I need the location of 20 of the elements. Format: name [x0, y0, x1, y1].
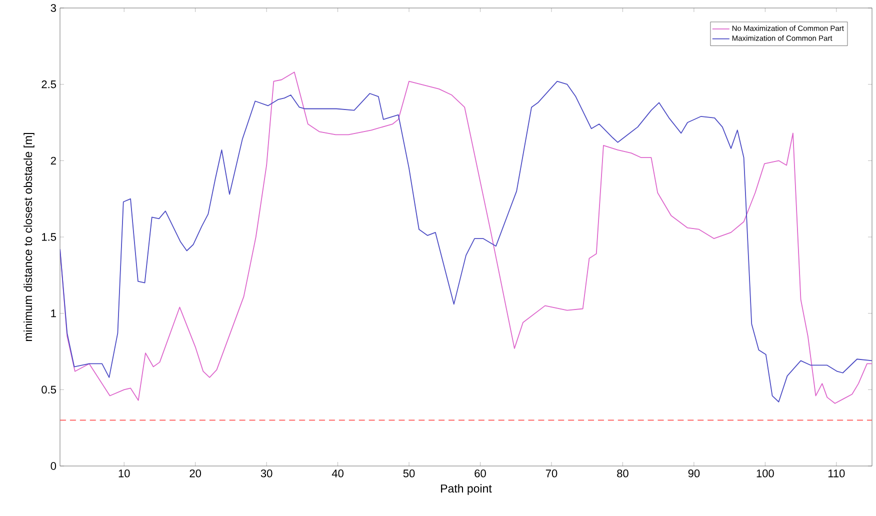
x-tick-label: 40 [332, 470, 344, 478]
y-tick-label: 0 [50, 462, 56, 470]
x-axis-title: Path point [441, 484, 492, 495]
x-tick-label: 50 [403, 470, 415, 478]
y-tick-label: 1.5 [42, 233, 56, 241]
x-tick-label: 90 [688, 470, 700, 478]
x-tick-label: 100 [756, 470, 774, 478]
y-tick-label: 1 [51, 310, 56, 318]
x-tick-label: 80 [617, 470, 628, 478]
x-tick-label: 110 [828, 470, 845, 478]
x-tick-label: 60 [474, 470, 486, 478]
x-tick-label: 70 [546, 470, 558, 478]
y-tick-label: 0.5 [42, 386, 56, 394]
x-tick-label: 20 [190, 470, 202, 478]
x-tick-label: 10 [118, 470, 130, 478]
y-tick-label: 3 [50, 4, 56, 12]
x-tick-label: 30 [260, 470, 272, 478]
y-tick-label: 2 [50, 156, 56, 165]
y-axis-title: minimum distance to closest obstacle [m] [24, 133, 34, 342]
y-tick-label: 2.5 [42, 80, 56, 88]
